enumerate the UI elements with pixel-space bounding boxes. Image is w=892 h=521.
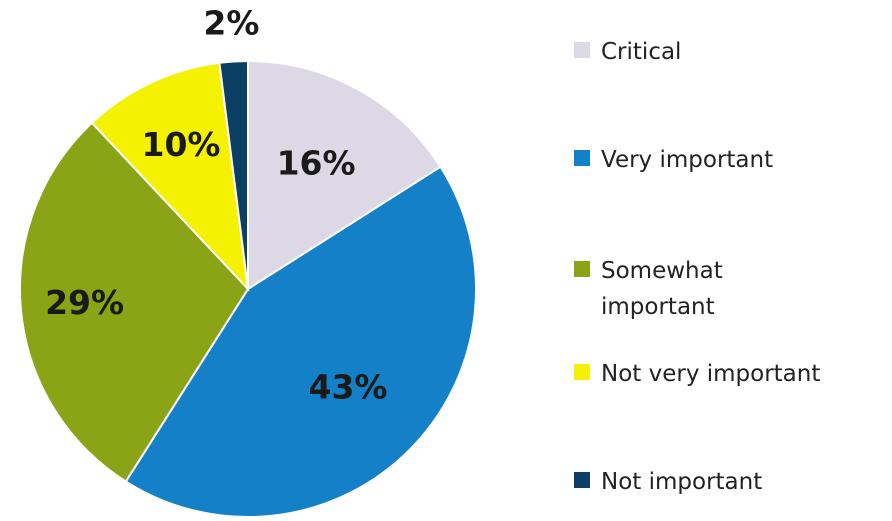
- legend-swatch-not-very-important: [574, 364, 590, 380]
- legend-label-not-very-important: Not very important: [601, 361, 821, 387]
- data-label-critical: 16%: [277, 144, 356, 183]
- pie-slice-not-very-important: [90, 61, 250, 292]
- pie-slice-somewhat-important: [19, 121, 250, 483]
- legend-label-very-important: Very important: [601, 147, 774, 173]
- legend-swatch-not-important: [574, 472, 590, 488]
- pie-slice-critical: [247, 59, 442, 291]
- legend: Critical Very important Somewhat importa…: [574, 0, 892, 521]
- legend-label-somewhat-important: Somewhat important: [601, 258, 723, 320]
- data-label-not-important: 2%: [203, 4, 259, 43]
- pie-data-labels: 16% 43% 29% 10% 2%: [45, 4, 387, 407]
- legend-item-somewhat-important: Somewhat important: [574, 253, 751, 325]
- pie-slice-not-important: [218, 59, 249, 290]
- data-label-not-very-important: 10%: [142, 125, 221, 164]
- legend-item-very-important: Very important: [574, 142, 773, 178]
- data-label-somewhat-important: 29%: [45, 283, 124, 322]
- data-label-very-important: 43%: [309, 368, 388, 407]
- legend-label-critical: Critical: [601, 39, 682, 65]
- pie-chart: 16% 43% 29% 10% 2%: [19, 4, 477, 518]
- legend-item-critical: Critical: [574, 34, 681, 70]
- pie-slices: [19, 59, 477, 518]
- legend-item-not-important: Not important: [574, 464, 762, 500]
- legend-swatch-critical: [574, 42, 590, 58]
- legend-swatch-very-important: [574, 150, 590, 166]
- legend-item-not-very-important: Not very important: [574, 356, 820, 392]
- legend-label-not-important: Not important: [601, 469, 763, 495]
- legend-swatch-somewhat-important: [574, 261, 590, 277]
- pie-slice-very-important: [124, 165, 477, 518]
